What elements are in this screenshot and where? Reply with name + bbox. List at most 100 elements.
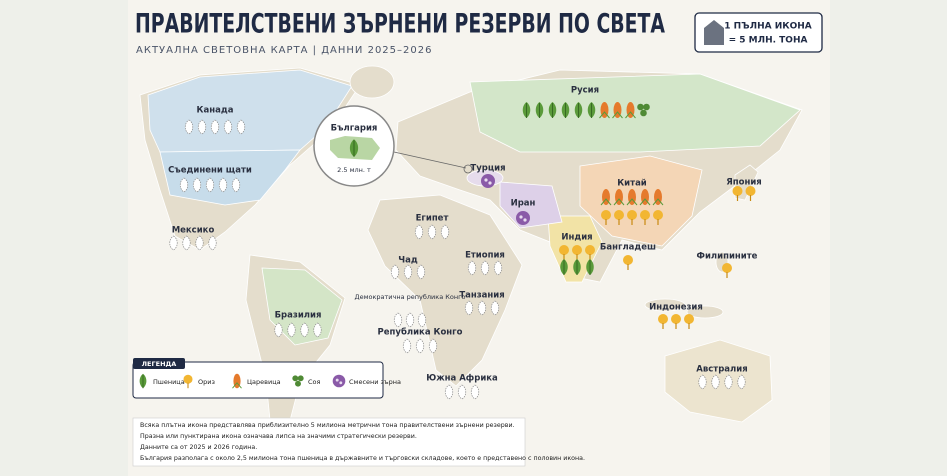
soy-icon — [295, 380, 301, 387]
icon — [671, 314, 681, 329]
icon — [182, 235, 191, 251]
icon — [210, 119, 220, 135]
footnote-line: Данните са от 2025 и 2026 година. — [140, 444, 257, 451]
country-label: Индия — [561, 233, 592, 243]
rice-icon — [671, 314, 681, 324]
empty-icon — [444, 384, 454, 400]
icon — [684, 314, 694, 329]
empty-icon — [417, 312, 427, 328]
rice-icon — [745, 186, 756, 196]
icon — [313, 322, 322, 338]
empty-icon — [737, 374, 746, 390]
icon — [208, 235, 217, 251]
country-label: Русия — [571, 86, 599, 96]
inset-pointer — [384, 149, 467, 169]
icon — [737, 374, 746, 390]
corn-leaf — [600, 198, 612, 206]
legend — [132, 361, 384, 399]
icon — [626, 189, 638, 206]
icon — [535, 102, 544, 118]
icon — [732, 186, 743, 201]
icon — [587, 102, 596, 118]
country-label: Бразилия — [275, 311, 322, 321]
icon — [480, 260, 490, 276]
icon — [287, 322, 296, 338]
country-label: Филипините — [697, 252, 758, 262]
empty-icon — [464, 300, 474, 316]
empty-icon — [415, 338, 425, 354]
corn-leaf — [612, 111, 623, 119]
mixed-icon — [332, 374, 346, 388]
legend-label: Пшеница — [153, 378, 185, 386]
empty-icon — [402, 338, 412, 354]
icon — [195, 235, 204, 251]
icon — [417, 312, 427, 328]
icon — [599, 102, 610, 119]
corn-leaf — [639, 198, 651, 206]
icon — [637, 103, 650, 117]
icon — [612, 102, 623, 119]
empty-icon — [195, 235, 204, 251]
icon — [218, 177, 228, 193]
rice-icon — [653, 210, 663, 220]
empty-icon — [223, 119, 233, 135]
icon — [548, 102, 557, 118]
empty-icon — [205, 177, 215, 193]
icon — [179, 177, 189, 193]
empty-icon — [711, 374, 720, 390]
empty-icon — [208, 235, 217, 251]
icon — [481, 174, 495, 188]
icon — [573, 259, 581, 275]
empty-icon — [218, 177, 228, 193]
empty-icon — [231, 177, 241, 193]
legend-label: Царевица — [247, 378, 281, 386]
country-label: Етиопия — [465, 251, 505, 261]
soy-icon — [637, 103, 644, 111]
icon — [467, 260, 477, 276]
icon — [440, 224, 450, 240]
empty-icon — [427, 224, 437, 240]
inset-value: 2.5 млн. т — [337, 166, 371, 174]
empty-icon — [477, 300, 487, 316]
legend-label: Смесени зърна — [349, 378, 401, 386]
icon — [652, 189, 664, 206]
country-label: Танзания — [459, 291, 504, 301]
country-label: Мексико — [172, 226, 215, 236]
footnote-line: Празна или пунктирана икона означава лип… — [140, 433, 417, 440]
icon — [428, 338, 438, 354]
icon — [403, 264, 413, 280]
icon — [600, 189, 612, 206]
empty-icon — [457, 384, 467, 400]
icon — [349, 139, 359, 157]
key-box — [694, 12, 823, 53]
empty-icon — [428, 338, 438, 354]
empty-icon — [490, 300, 500, 316]
empty-icon — [416, 264, 426, 280]
rice-icon — [585, 245, 595, 255]
icon — [613, 189, 625, 206]
rice-icon — [658, 314, 668, 324]
corn-leaf — [232, 382, 242, 389]
overlay: Канада Съединени щати Мексико Бразилия Египе… — [139, 86, 762, 400]
mixed-dot — [488, 181, 492, 185]
empty-icon — [184, 119, 194, 135]
icon — [745, 186, 756, 201]
icon — [722, 263, 732, 278]
icon — [658, 314, 668, 329]
country-label: Южна Африка — [426, 374, 498, 384]
icon — [183, 374, 193, 389]
icon — [586, 259, 594, 275]
country-label: Турция — [470, 164, 505, 174]
icon — [522, 102, 531, 118]
icon — [464, 300, 474, 316]
soy-icon — [640, 109, 647, 117]
empty-icon — [470, 384, 480, 400]
rice-icon — [684, 314, 694, 324]
icon — [625, 102, 636, 119]
icon — [614, 210, 624, 225]
country-label: Бангладеш — [600, 243, 656, 253]
icon — [698, 374, 707, 390]
country-label: Индонезия — [649, 303, 703, 313]
rice-icon — [627, 210, 637, 220]
icon — [444, 384, 454, 400]
